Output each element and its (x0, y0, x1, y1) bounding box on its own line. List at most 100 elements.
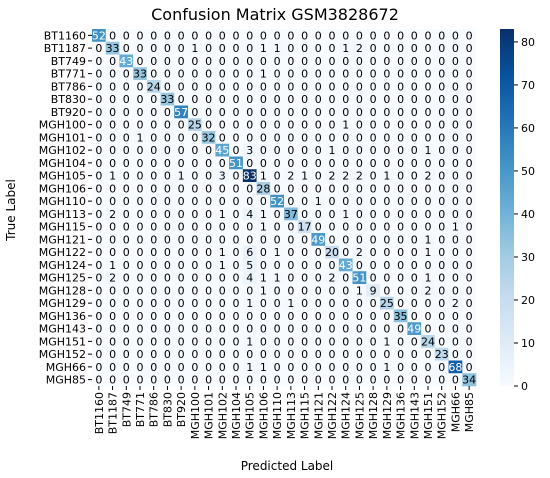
heatmap-cell (434, 143, 449, 157)
cell-value-label: 1 (109, 170, 116, 183)
heatmap-cell (146, 143, 161, 157)
cell-value-label: 0 (438, 361, 445, 374)
cell-value-label: 0 (329, 29, 336, 42)
heatmap-cell (119, 233, 134, 247)
heatmap-cell (352, 105, 367, 119)
heatmap-cell (242, 156, 257, 170)
heatmap-cell (146, 347, 161, 361)
cell-value-label: 0 (123, 310, 130, 323)
cell-value-label: 0 (287, 259, 294, 272)
cell-value-label: 0 (191, 272, 198, 285)
heatmap-cell (380, 182, 395, 196)
cell-value-label: 0 (425, 374, 432, 387)
heatmap-cell (188, 258, 203, 272)
heatmap-cell (352, 92, 367, 106)
heatmap-cell (174, 284, 189, 298)
cell-value-label: 0 (178, 182, 185, 195)
cell-value-label: 0 (123, 119, 130, 132)
cell-value-label: 0 (397, 119, 404, 132)
cell-value-label: 0 (164, 323, 171, 336)
cell-value-label: 0 (342, 93, 349, 106)
cell-value-label: 0 (452, 246, 459, 259)
heatmap-cell (133, 131, 148, 145)
cell-value-label: 0 (246, 182, 253, 195)
heatmap-cell (105, 169, 120, 183)
heatmap-cell (201, 220, 216, 234)
heatmap-cell (284, 258, 299, 272)
heatmap-cell (256, 67, 271, 81)
cell-value-label: 51 (352, 272, 366, 285)
cell-value-label: 0 (150, 170, 157, 183)
cell-value-label: 0 (301, 259, 308, 272)
heatmap-cell (160, 233, 175, 247)
cell-value-label: 0 (383, 259, 390, 272)
heatmap-cell (215, 207, 230, 221)
cell-value-label: 33 (133, 68, 147, 81)
cell-value-label: 0 (301, 348, 308, 361)
heatmap-cell (297, 105, 312, 119)
cell-value-label: 0 (383, 93, 390, 106)
cell-value-label: 0 (342, 233, 349, 246)
heatmap-cell (229, 360, 244, 374)
heatmap-cell (407, 322, 422, 336)
heatmap-cell (338, 373, 353, 387)
cell-value-label: 0 (438, 131, 445, 144)
cell-value-label: 0 (438, 310, 445, 323)
cell-value-label: 0 (233, 310, 240, 323)
heatmap-cell (146, 258, 161, 272)
heatmap-cell (366, 67, 381, 81)
heatmap-cell (146, 245, 161, 259)
cell-value-label: 1 (260, 221, 267, 234)
cell-value-label: 0 (397, 208, 404, 221)
heatmap-cell (119, 118, 134, 132)
heatmap-cell (407, 29, 422, 43)
heatmap-cell (146, 296, 161, 310)
heatmap-cell (256, 245, 271, 259)
heatmap-cell (380, 41, 395, 55)
heatmap-cell (352, 169, 367, 183)
cell-value-label: 0 (438, 144, 445, 157)
cell-value-label: 0 (205, 42, 212, 55)
heatmap-cell (434, 258, 449, 272)
heatmap-cell (133, 245, 148, 259)
heatmap-cell (338, 80, 353, 94)
cell-value-label: 0 (452, 68, 459, 81)
colorbar-tick-label: 10 (521, 337, 535, 350)
heatmap-cell (448, 194, 463, 208)
cell-value-label: 0 (438, 157, 445, 170)
heatmap-cell (229, 92, 244, 106)
heatmap-cell (462, 67, 477, 81)
heatmap-cell (462, 245, 477, 259)
heatmap-cell (270, 92, 285, 106)
heatmap-cells (92, 29, 477, 387)
cell-value-label: 45 (215, 144, 229, 157)
heatmap-cell (201, 296, 216, 310)
heatmap-cell (434, 207, 449, 221)
cell-value-label: 1 (260, 42, 267, 55)
cell-value-label: 0 (260, 55, 267, 68)
cell-value-label: 2 (356, 170, 363, 183)
heatmap-cell (311, 41, 326, 55)
cell-value-label: 0 (329, 297, 336, 310)
heatmap-cell (338, 322, 353, 336)
cell-value-label: 0 (287, 106, 294, 119)
cell-value-label: 0 (342, 157, 349, 170)
cell-value-label: 0 (164, 119, 171, 132)
cell-value-label: 0 (137, 284, 144, 297)
cell-value-label: 0 (329, 208, 336, 221)
heatmap-cell (311, 360, 326, 374)
heatmap-cell (311, 156, 326, 170)
cell-value-label: 43 (339, 259, 353, 272)
heatmap-cell (434, 67, 449, 81)
cell-value-label: 0 (164, 170, 171, 183)
cell-value-label: 0 (178, 233, 185, 246)
heatmap-cell (188, 373, 203, 387)
cell-value-label: 0 (287, 131, 294, 144)
x-tick-label: MGH113 (285, 392, 298, 439)
heatmap-cell (352, 207, 367, 221)
heatmap-cell (366, 335, 381, 349)
heatmap-cell (311, 233, 326, 247)
heatmap-cell (133, 156, 148, 170)
cell-value-label: 0 (356, 119, 363, 132)
heatmap-cell (146, 271, 161, 285)
